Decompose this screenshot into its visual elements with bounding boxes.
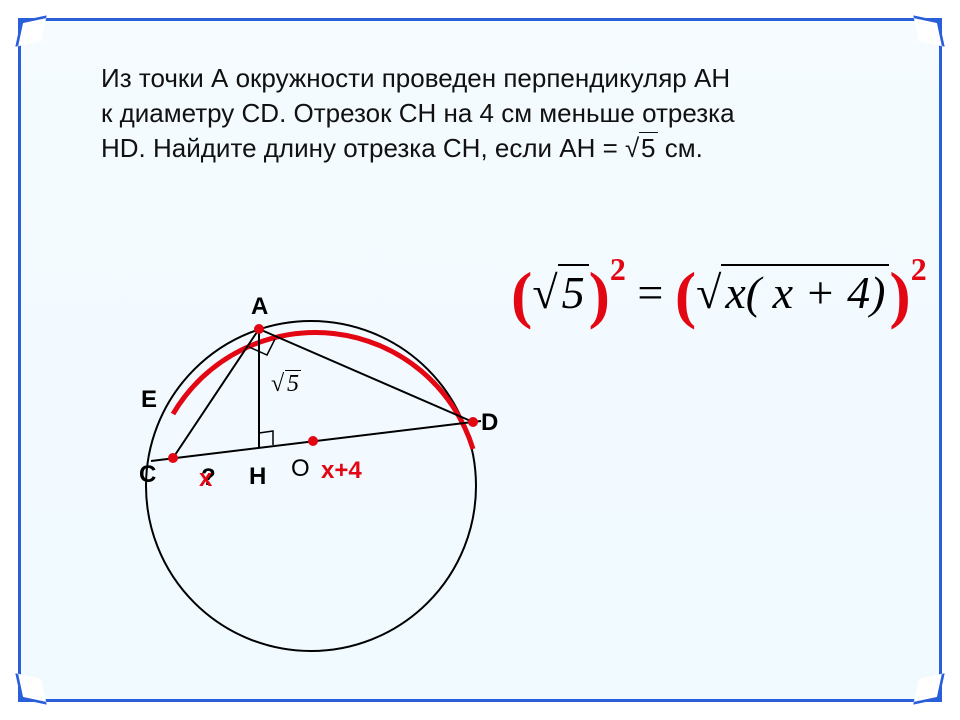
frame-corner [15, 15, 47, 47]
sqrt-icon: √ [532, 267, 557, 318]
equation: (√5)2 = (√x( x + 4))2 [511, 251, 927, 332]
label-e: E [141, 386, 157, 414]
label-x: x [199, 465, 212, 493]
sqrt5-radicand: 5 [285, 370, 301, 397]
sqrt-icon: 5 [625, 131, 657, 166]
problem-line3b: см. [665, 133, 703, 163]
paren-open-1: ( [511, 259, 532, 330]
label-d: D [481, 409, 498, 437]
right-angle-h [259, 431, 273, 445]
point-c-dot [168, 453, 178, 463]
problem-text: Из точки А окружности проведен перпендик… [101, 61, 881, 166]
point-a-dot [254, 324, 264, 334]
point-d-dot [468, 417, 478, 427]
point-o-dot [308, 436, 318, 446]
problem-line2: к диаметру CD. Отрезок СН на 4 см меньше… [101, 98, 735, 128]
label-sqrt5: 5 [271, 371, 301, 398]
sqrt-radicand: 5 [639, 132, 657, 163]
sqrt-icon: 5 [271, 371, 301, 398]
eq-expr: x( x + 4) [721, 264, 889, 319]
label-h: H [249, 463, 266, 491]
paren-open-2: ( [675, 259, 696, 330]
diagram-svg [81, 211, 501, 671]
decorative-frame: Из точки А окружности проведен перпендик… [18, 18, 942, 702]
eq-sqrt5: 5 [558, 264, 589, 319]
paren-close-1: ) [589, 259, 610, 330]
paren-close-2: ) [889, 259, 910, 330]
frame-corner [913, 15, 945, 47]
eq-exp1: 2 [610, 251, 626, 287]
label-a: A [251, 293, 268, 321]
sqrt-icon: √ [696, 267, 721, 318]
problem-line1: Из точки А окружности проведен перпендик… [101, 63, 730, 93]
frame-corner [913, 673, 945, 705]
frame-corner [15, 673, 47, 705]
label-x-plus-4: x+4 [321, 457, 362, 485]
eq-exp2: 2 [911, 251, 927, 287]
problem-line3a: НD. Найдите длину отрезка СН, если АН = [101, 133, 625, 163]
geometry-diagram: A E C D H O 5 ? x x+4 [81, 211, 501, 671]
label-o: O [291, 455, 310, 483]
circle [146, 321, 476, 651]
label-c: C [139, 461, 156, 489]
